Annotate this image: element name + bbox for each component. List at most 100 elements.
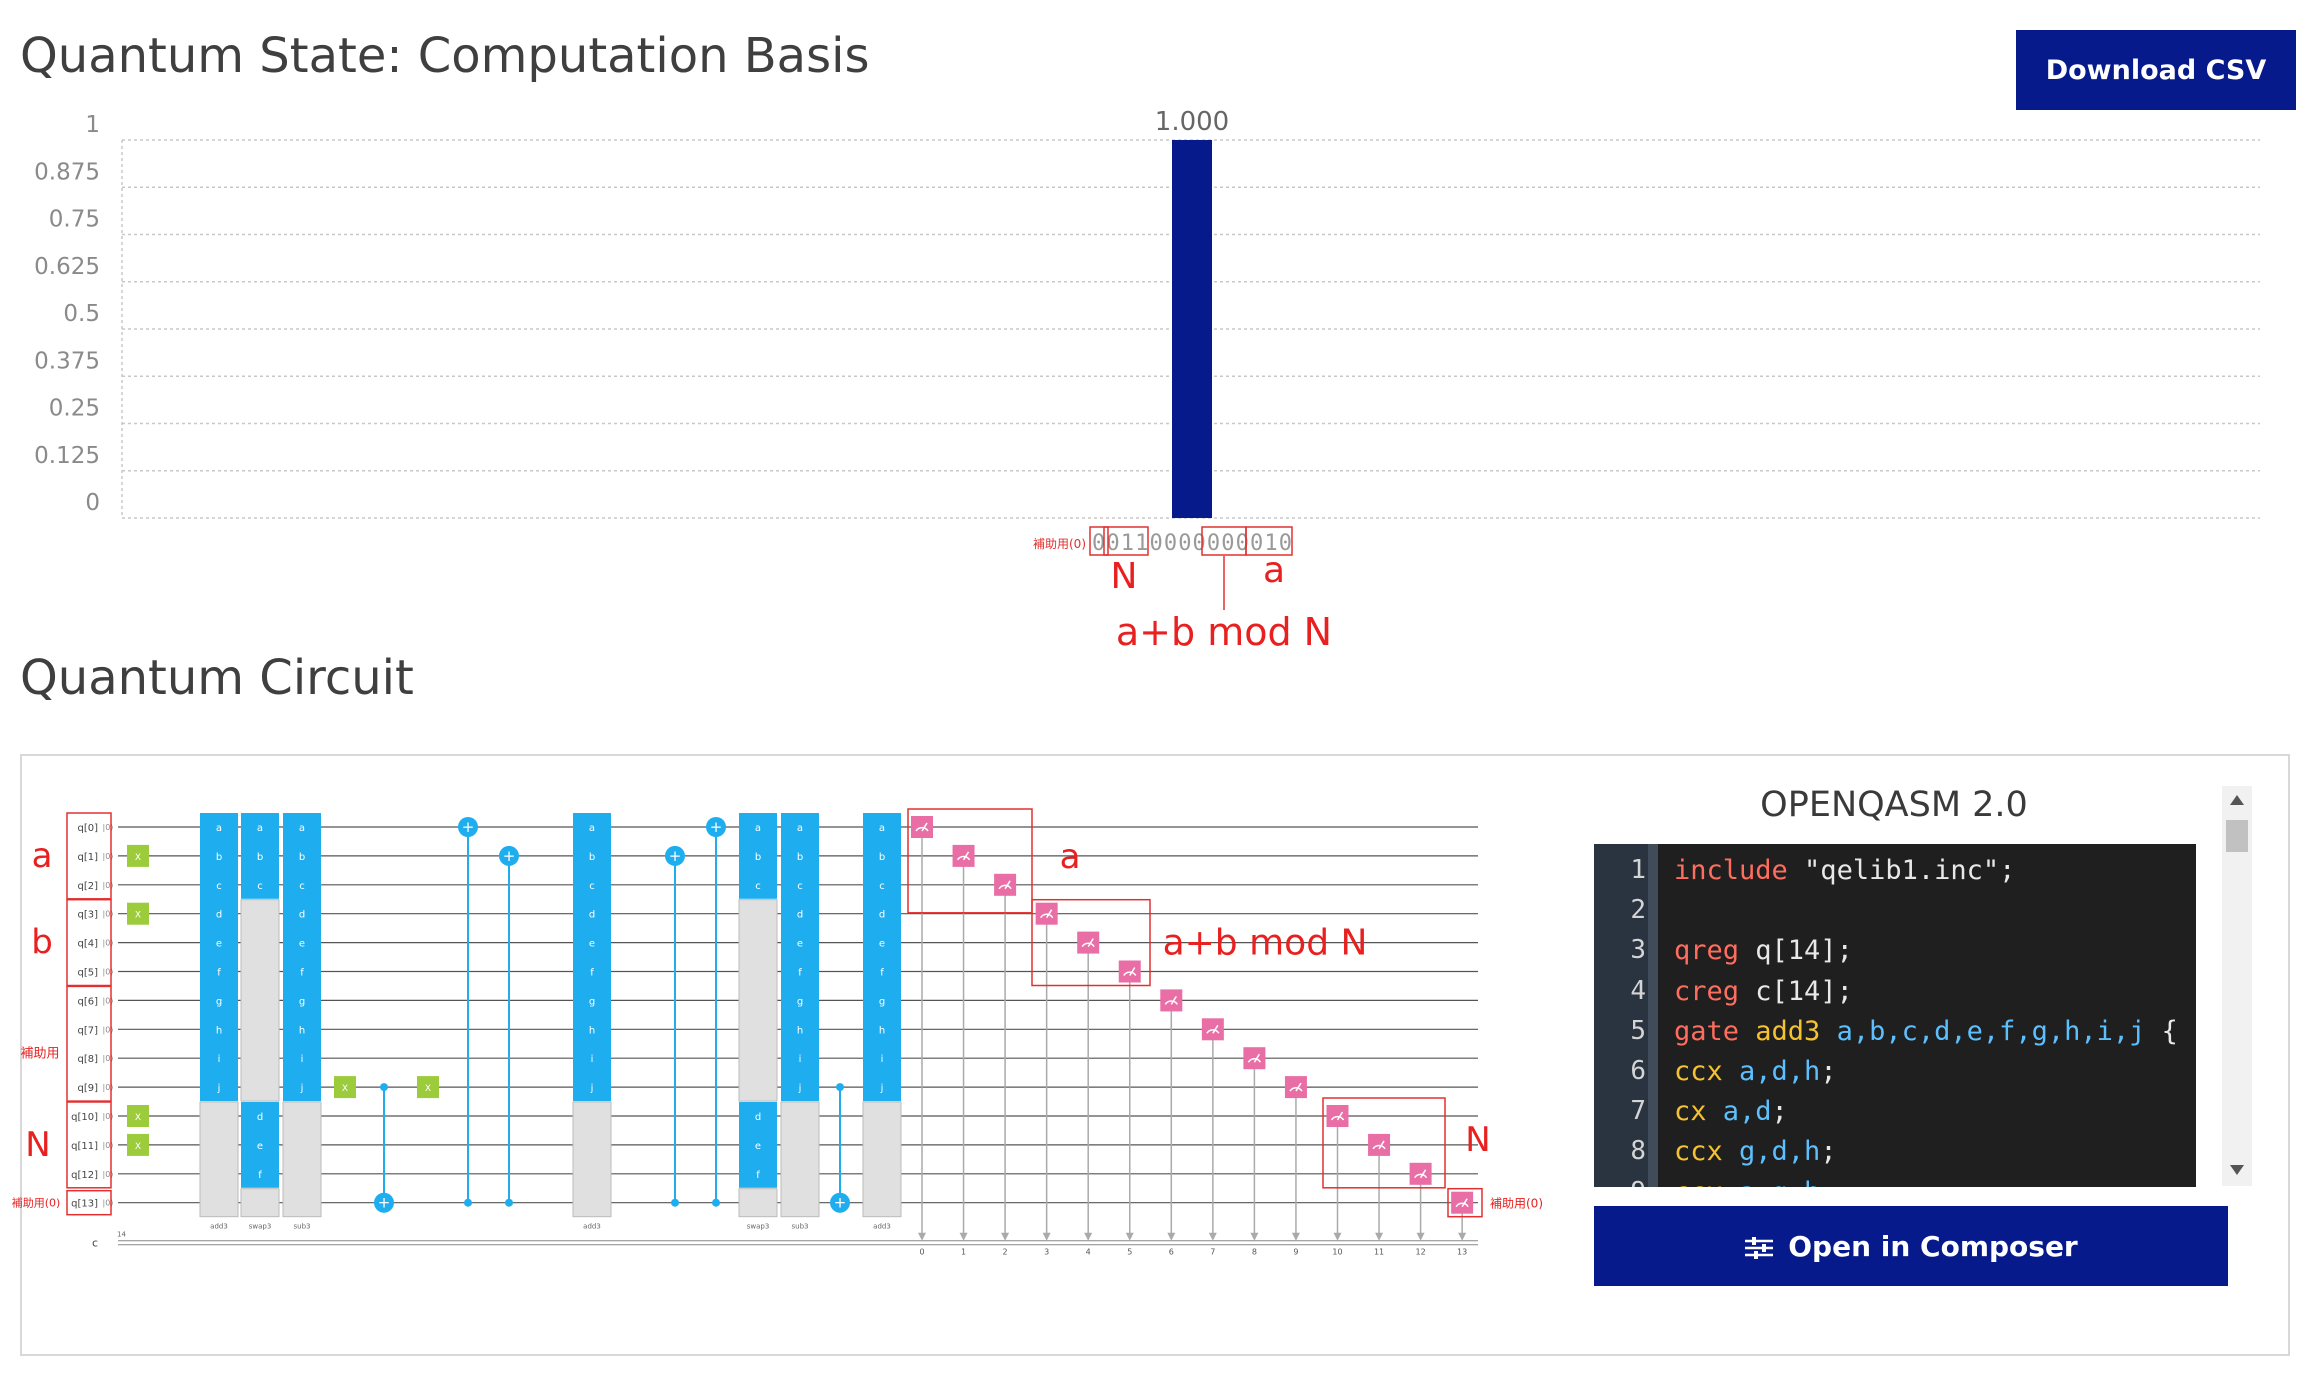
gate-letter: e (299, 939, 305, 950)
code-token: include (1674, 855, 1788, 886)
page-title: Quantum State: Computation Basis (20, 28, 870, 84)
x-gate-label: X (135, 1142, 141, 1152)
gate-letter: h (879, 1025, 885, 1036)
measure-arrow (1333, 1232, 1342, 1241)
measure-arrow (1458, 1232, 1467, 1241)
composite-gate (200, 813, 238, 1102)
download-csv-button[interactable]: Download CSV (2016, 30, 2296, 110)
annotation-box (1089, 526, 1109, 556)
meter-icon (1247, 1058, 1262, 1063)
swap-gate-gap (240, 899, 280, 1102)
gate-letter: f (258, 1170, 262, 1181)
qubit-label: q[13] (71, 1199, 98, 1210)
meter-icon (1289, 1087, 1303, 1092)
y-tick-label: 1 (85, 112, 100, 138)
cnot-target (374, 1192, 394, 1213)
qubit-label: q[2] (77, 881, 98, 892)
qubit-group-box (66, 985, 112, 1102)
gate-letter: i (591, 1054, 594, 1065)
code-line: ccx a,d,h; (1674, 1056, 1837, 1087)
meter-needle (1129, 967, 1136, 976)
x-gate (127, 844, 149, 867)
qubit-ket: |0⟩ (103, 996, 114, 1005)
annotation-box (1031, 898, 1151, 987)
code-token: ; (1820, 1177, 1836, 1187)
qubit-ket: |0⟩ (103, 823, 114, 832)
line-number: 6 (1630, 1056, 1646, 1086)
b-label: b (31, 923, 53, 963)
qubit-label: q[1] (77, 852, 98, 863)
gate-letter: c (797, 881, 803, 892)
qubit-ket: |0⟩ (103, 852, 114, 861)
y-tick-label: 0.125 (34, 443, 100, 469)
qubit-label: q[4] (77, 939, 98, 950)
sum-label: a+b mod N (1163, 923, 1368, 964)
code-token: ; (1771, 1096, 1788, 1128)
code-token: ; (1820, 1136, 1837, 1168)
gate-letter: d (257, 1112, 263, 1123)
scroll-down-icon[interactable] (2228, 1163, 2246, 1177)
measure-arrow (1125, 1232, 1134, 1241)
line-number: 2 (1630, 895, 1646, 926)
qubit-group-box (66, 812, 112, 900)
open-in-composer-button[interactable]: Open in Composer (1594, 1206, 2228, 1286)
meter-icon (1372, 1144, 1386, 1150)
editor-gutter (1594, 844, 1648, 1187)
qubit-ket: |0⟩ (103, 968, 114, 977)
meter-icon (1164, 1000, 1178, 1005)
sum-label: a+b mod N (1116, 610, 1332, 654)
line-number: 4 (1630, 975, 1646, 1006)
measure-index: 9 (1293, 1248, 1298, 1257)
x-gate-label: X (342, 1084, 348, 1094)
gate-letter: f (300, 968, 304, 979)
scroll-up-icon[interactable] (2228, 793, 2246, 807)
gate-letter: g (589, 996, 595, 1007)
gate-letter: c (755, 881, 761, 892)
meter-needle (1212, 1024, 1219, 1034)
measure-index: 12 (1416, 1248, 1426, 1257)
editor-scroll-thumb[interactable] (2226, 820, 2248, 852)
qubit-label: q[12] (71, 1170, 98, 1181)
meter-needle (1336, 1111, 1344, 1121)
cnot-plus: + (503, 847, 516, 865)
measure-arrow (918, 1232, 926, 1241)
code-token: ccx (1674, 1056, 1723, 1087)
editor-scrollbar[interactable] (2222, 786, 2252, 1186)
meter-needle (1253, 1053, 1261, 1063)
gate-letter: b (589, 852, 595, 863)
x-tick-label: 00110000000010 (1092, 531, 1292, 556)
gate-letter: c (879, 881, 885, 892)
composite-gate-gap (282, 1101, 322, 1218)
gate-name: swap3 (249, 1223, 272, 1231)
y-tick-label: 0.25 (49, 396, 100, 422)
measure-index: 3 (1044, 1248, 1049, 1257)
meter-icon (998, 884, 1012, 890)
y-tick-label: 0.875 (34, 159, 100, 185)
n-label: N (1465, 1120, 1490, 1160)
cnot-plus: + (669, 847, 682, 865)
gate-letter: d (589, 910, 595, 921)
x-gate-label: X (135, 1113, 141, 1123)
composite-gate (283, 813, 321, 1102)
qubit-group-box (66, 1189, 112, 1216)
line-number: 3 (1630, 935, 1646, 966)
code-line: creg c[14]; (1674, 976, 1853, 1007)
code-token: qreg (1674, 935, 1740, 967)
qasm-code-editor[interactable]: 1 2 3 4 5 6 7 8 9 include "qelib1.inc"; qreg q[14]… (1594, 844, 2196, 1187)
gate-letter: i (301, 1054, 304, 1065)
y-tick-label: 0.625 (34, 254, 100, 280)
meter-needle (1046, 909, 1053, 919)
n-label: N (25, 1125, 50, 1165)
gate-letter: d (299, 910, 305, 921)
code-token: creg (1674, 975, 1740, 1007)
gate-letter: h (216, 1025, 222, 1036)
swap-gate-top (739, 813, 777, 899)
gate-letter: d (755, 1112, 761, 1123)
qubit-ket: |0⟩ (103, 881, 114, 890)
line-number: 5 (1630, 1015, 1646, 1046)
gate-name: add3 (873, 1223, 891, 1231)
qubit-label: q[10] (71, 1112, 98, 1123)
line-number: 8 (1630, 1136, 1646, 1167)
gate-letter: e (257, 1141, 263, 1152)
composite-gate-gap (199, 1101, 239, 1218)
